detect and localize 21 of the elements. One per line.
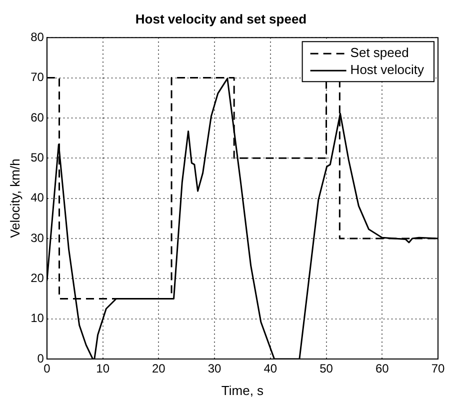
x-tick-label: 60: [375, 362, 390, 376]
chart-title: Host velocity and set speed: [135, 11, 307, 26]
y-tick-label: 0: [37, 351, 44, 366]
legend-label: Host velocity: [350, 62, 424, 78]
y-tick-label: 70: [30, 70, 44, 84]
y-tick-label: 10: [30, 311, 44, 326]
y-tick-label: 40: [30, 190, 44, 205]
y-tick-label: 20: [30, 270, 44, 285]
x-tick-label: 20: [152, 362, 166, 376]
y-tick-label: 50: [30, 150, 44, 164]
x-tick-label: 40: [264, 362, 278, 376]
x-tick-label: 10: [96, 362, 110, 376]
y-tick-label: 60: [30, 110, 44, 124]
legend-label: Set speed: [350, 45, 409, 60]
y-tick-label: 80: [30, 30, 44, 44]
x-axis-title: Time, s: [221, 382, 264, 398]
x-tick-label: 70: [431, 362, 445, 376]
x-tick-label: 50: [320, 362, 334, 376]
x-tick-label: 30: [208, 362, 222, 376]
y-tick-label: 30: [30, 230, 44, 245]
y-axis-title: Velocity, km/h: [7, 158, 22, 238]
